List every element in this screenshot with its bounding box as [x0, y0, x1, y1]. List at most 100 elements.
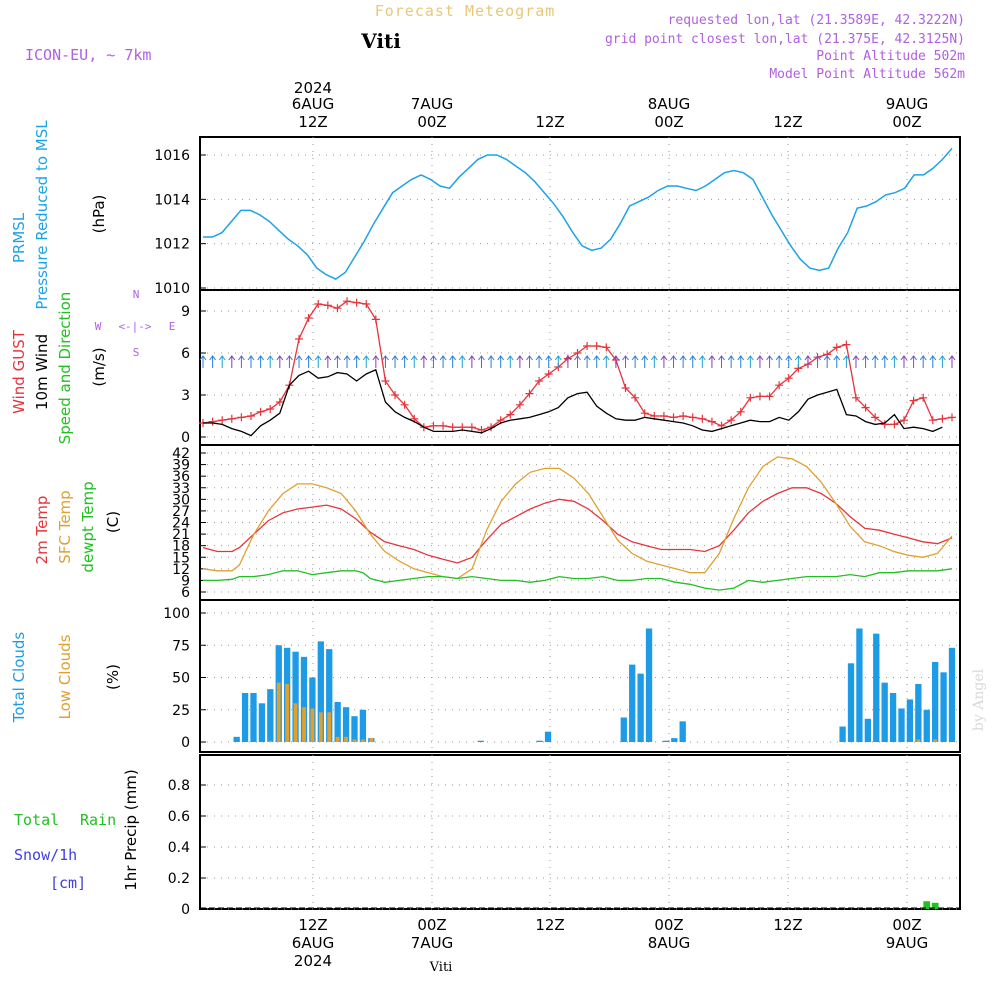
gust-point-71 — [880, 420, 889, 429]
wind-direction-arrow-70 — [871, 355, 879, 368]
gust-point-40 — [583, 342, 592, 350]
gust-point-74 — [909, 396, 918, 405]
total_clouds-bar-36 — [915, 683, 922, 742]
wind-direction-arrow-34 — [526, 355, 533, 368]
wind-direction-arrow-19 — [382, 355, 389, 368]
gust-point-66 — [832, 343, 841, 352]
wind-direction-arrow-23 — [420, 355, 428, 368]
top-tick-1-line2: 7AUG — [411, 95, 453, 113]
total_clouds-bar-31 — [873, 633, 880, 742]
gust-point-53 — [707, 417, 716, 426]
bottom-tick-1-line2: 7AUG — [411, 934, 453, 952]
wind-direction-arrow-58 — [756, 355, 764, 368]
bottom-tick-5-line1: 00Z — [892, 916, 921, 934]
wind-direction-arrow-56 — [737, 355, 745, 368]
wind-direction-arrow-72 — [890, 355, 898, 368]
gust-point-3 — [227, 414, 236, 423]
pressure-ytick-2: 1014 — [154, 192, 190, 208]
gust-point-44 — [621, 384, 630, 392]
gust-point-59 — [765, 392, 774, 401]
wind-direction-arrow-2 — [218, 355, 226, 368]
wind-direction-arrow-8 — [276, 355, 284, 368]
top-tick-3-line3: 00Z — [654, 113, 683, 131]
temperature-ytick-7: 27 — [172, 504, 190, 520]
wind-direction-arrow-4 — [238, 355, 245, 368]
gust-point-52 — [698, 414, 707, 423]
top-tick-0-line1: 2024 — [294, 79, 332, 97]
wind-ytick-2: 6 — [181, 346, 190, 362]
bottom-tick-3-line2: 8AUG — [648, 934, 690, 952]
clouds-panel-frame — [199, 599, 961, 753]
wind-direction-arrow-59 — [766, 355, 773, 368]
gust-point-45 — [631, 393, 640, 402]
bottom-tick-0-line1: 12Z — [298, 916, 327, 934]
wind-direction-arrow-50 — [679, 355, 687, 368]
wind-direction-arrow-66 — [833, 355, 841, 368]
gust-point-34 — [525, 389, 534, 398]
gust-point-8 — [275, 398, 284, 406]
wind-unit: (m/s) — [90, 347, 108, 386]
compass-arrow: <-|-> — [118, 320, 151, 333]
temperature-ytick-10: 36 — [172, 469, 190, 485]
total_clouds-bar-26 — [679, 721, 686, 742]
wind-direction-arrow-49 — [670, 355, 677, 368]
precip-rain-label: Rain — [80, 811, 116, 829]
gust-point-12 — [314, 300, 323, 308]
wind-direction-arrow-21 — [401, 355, 409, 368]
temperature-ytick-0: 6 — [181, 585, 190, 601]
wind-labels: Wind GUST 10m Wind Speed and Direction (… — [10, 288, 175, 444]
gust-point-6 — [256, 407, 265, 416]
precip-ytick-3: 0.6 — [168, 809, 190, 825]
clouds-ytick-1: 25 — [172, 703, 190, 719]
cloud-labels: Total Clouds Low Clouds (%) — [10, 632, 122, 724]
wind-direction-arrow-41 — [593, 355, 601, 368]
wind-ytick-0: 0 — [181, 430, 190, 446]
total_clouds-bar-32 — [881, 682, 888, 742]
gust-point-14 — [333, 304, 342, 313]
total_clouds-bar-29 — [856, 628, 863, 742]
temperature-ytick-11: 39 — [172, 458, 190, 474]
clouds-unit: (%) — [104, 664, 122, 690]
gust-point-16 — [352, 298, 361, 307]
wind-direction-arrow-64 — [814, 355, 821, 368]
total_clouds-bar-0 — [233, 736, 240, 742]
model-altitude: Model Point Altitude 562m — [769, 67, 965, 82]
total_clouds-bar-35 — [906, 699, 914, 742]
bottom-tick-1-line1: 00Z — [417, 916, 446, 934]
pressure-unit: (hPa) — [90, 195, 108, 234]
pressure-panel-frame — [199, 136, 961, 291]
gust-point-67 — [842, 340, 851, 349]
wind-direction-arrow-39 — [574, 355, 581, 368]
low_clouds-bar-7 — [327, 712, 332, 742]
wind-direction-arrow-29 — [478, 355, 485, 368]
compass-s: S — [133, 346, 140, 359]
total_clouds-bar-7 — [292, 651, 299, 742]
temperature-ytick-6: 24 — [172, 516, 190, 532]
temperature-ytick-1: 9 — [181, 573, 190, 589]
wind-direction-arrow-5 — [247, 355, 255, 368]
bottom-tick-0-line2: 6AUG — [292, 934, 334, 952]
gust-point-10 — [295, 335, 304, 343]
wind-direction-arrow-76 — [929, 355, 937, 368]
total_clouds-bar-3 — [258, 703, 266, 742]
wind-direction-arrow-77 — [938, 355, 946, 368]
wind-direction-arrow-43 — [612, 355, 620, 368]
low_clouds-bar-8 — [335, 736, 340, 742]
wind-direction-arrow-18 — [372, 355, 380, 368]
temperature-ytick-12: 42 — [172, 446, 190, 462]
bottom-tick-5-line2: 9AUG — [886, 934, 928, 952]
wind-direction-arrow-71 — [881, 355, 889, 368]
wind-direction-arrow-6 — [257, 355, 265, 368]
wind-direction-arrow-28 — [468, 355, 476, 368]
wind-direction-arrow-10 — [295, 355, 303, 368]
wind-direction-arrow-15 — [343, 355, 351, 368]
temp-unit: (C) — [104, 511, 122, 533]
compass-e: E — [169, 320, 176, 333]
total_clouds-bar-1 — [241, 692, 249, 742]
precip-total-label: Total — [14, 811, 59, 829]
wind-direction-arrow-60 — [775, 355, 783, 368]
top-tick-5-line3: 00Z — [892, 113, 921, 131]
wind-direction-arrow-31 — [497, 355, 505, 368]
wind-direction-arrow-63 — [804, 355, 812, 368]
